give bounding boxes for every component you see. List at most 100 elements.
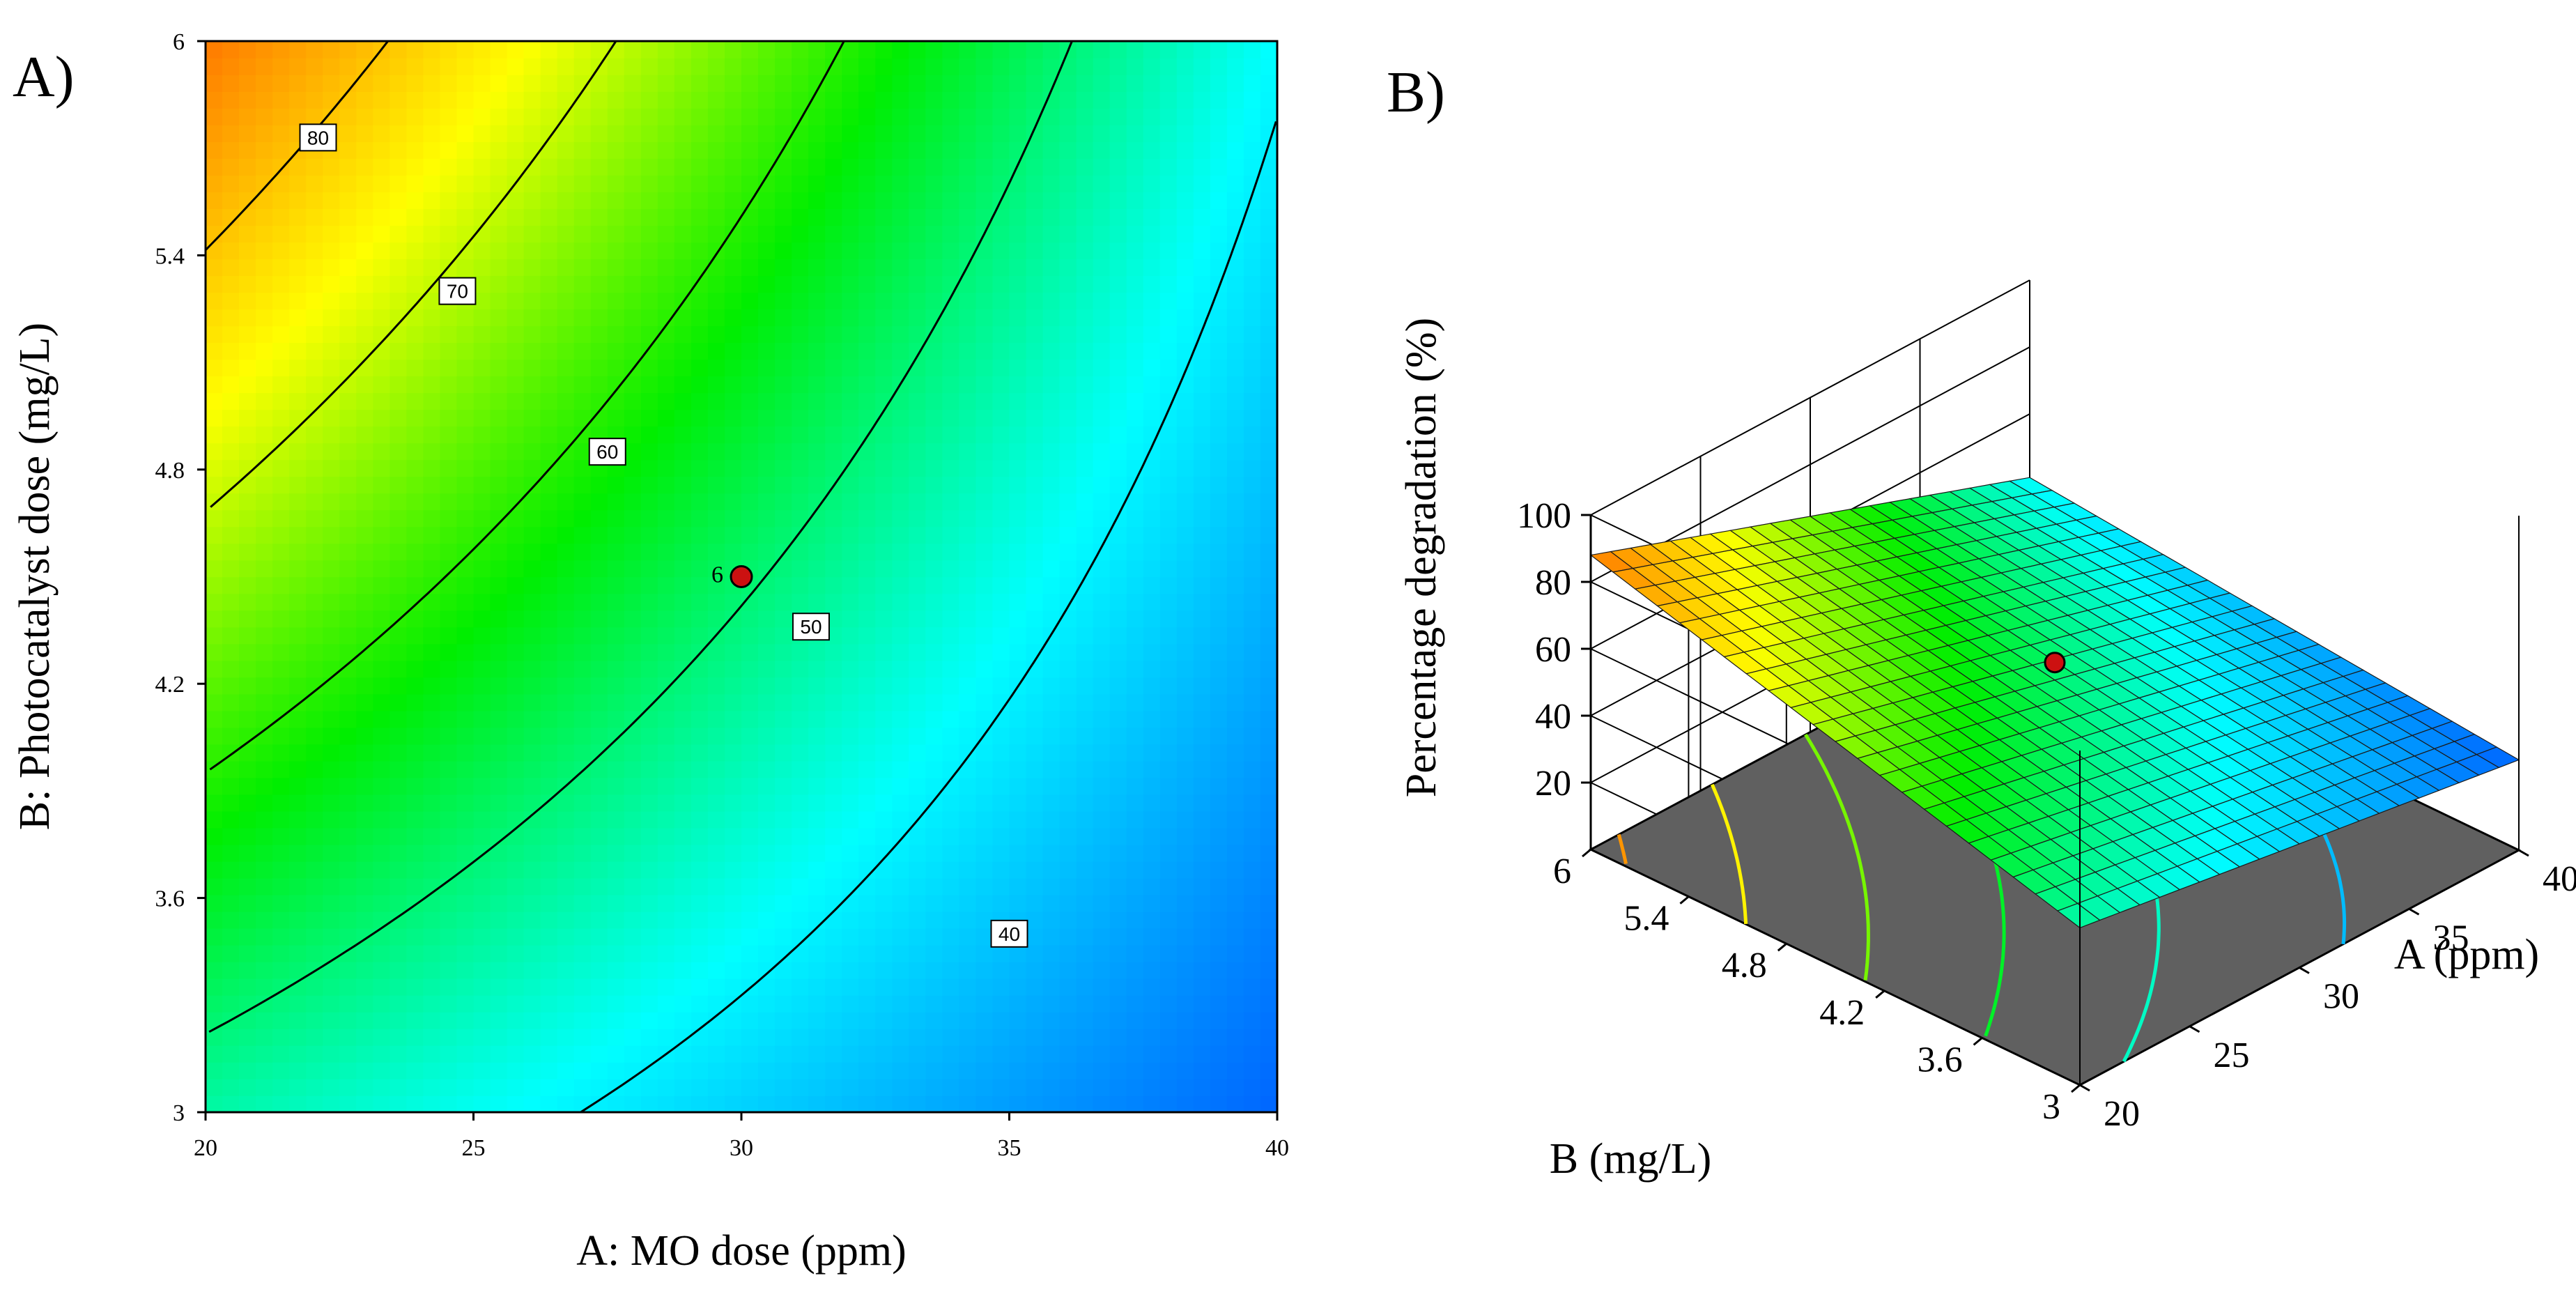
heatmap-cell	[507, 1011, 525, 1029]
heatmap-cell	[272, 325, 290, 344]
heatmap-cell	[239, 861, 256, 879]
heatmap-cell	[222, 359, 240, 377]
heatmap-cell	[573, 476, 592, 494]
heatmap-cell	[423, 175, 441, 192]
heatmap-cell	[1026, 610, 1044, 628]
heatmap-cell	[272, 208, 290, 226]
heatmap-cell	[390, 660, 408, 678]
heatmap-cell	[222, 225, 240, 243]
heatmap-cell	[339, 459, 357, 477]
heatmap-cell	[473, 509, 491, 528]
heatmap-cell	[473, 108, 491, 125]
heatmap-cell	[440, 91, 458, 109]
heatmap-cell	[239, 961, 256, 979]
heatmap-cell	[1093, 610, 1111, 628]
heatmap-cell	[875, 342, 893, 360]
heatmap-cell	[440, 208, 458, 226]
heatmap-cell	[423, 476, 441, 494]
heatmap-cell	[390, 325, 408, 344]
heatmap-cell	[523, 593, 541, 611]
heatmap-cell	[674, 141, 692, 159]
heatmap-cell	[373, 994, 391, 1013]
heatmap-cell	[406, 911, 424, 929]
heatmap-cell	[557, 994, 575, 1013]
heatmap-cell	[423, 1011, 441, 1029]
heatmap-cell	[1159, 693, 1178, 712]
heatmap-cell	[356, 827, 374, 845]
heatmap-cell	[657, 392, 675, 410]
heatmap-cell	[959, 610, 977, 628]
heatmap-cell	[741, 1045, 759, 1063]
heatmap-cell	[875, 1078, 893, 1096]
heatmap-cell	[490, 359, 508, 377]
heatmap-cell	[792, 760, 809, 778]
heatmap-cell	[573, 125, 592, 142]
heatmap-cell	[507, 342, 525, 360]
heatmap-cell	[306, 543, 324, 561]
heatmap-cell	[624, 108, 642, 125]
heatmap-cell	[1260, 1078, 1278, 1096]
heatmap-cell	[573, 543, 592, 561]
heatmap-cell	[959, 944, 977, 962]
heatmap-cell	[590, 158, 608, 176]
heatmap-cell	[707, 794, 725, 812]
heatmap-cell	[256, 894, 273, 912]
heatmap-cell	[1076, 1078, 1094, 1096]
heatmap-cell	[992, 1061, 1010, 1079]
heatmap-cell	[1243, 1061, 1261, 1079]
heatmap-cell	[657, 777, 675, 795]
heatmap-cell	[775, 1061, 792, 1079]
heatmap-cell	[523, 610, 541, 628]
heatmap-cell	[1260, 677, 1278, 695]
heatmap-cell	[1243, 760, 1261, 778]
heatmap-cell	[206, 944, 223, 962]
heatmap-cell	[339, 760, 357, 778]
heatmap-cell	[741, 325, 759, 344]
heatmap-cell	[741, 693, 759, 712]
heatmap-cell	[239, 342, 256, 360]
heatmap-cell	[1193, 861, 1211, 879]
heatmap-cell	[507, 844, 525, 862]
heatmap-cell	[256, 827, 273, 845]
heatmap-cell	[775, 844, 792, 862]
heatmap-cell	[640, 727, 658, 745]
heatmap-cell	[406, 108, 424, 125]
heatmap-cell	[607, 744, 625, 762]
heatmap-cell	[456, 660, 475, 678]
heatmap-cell	[992, 91, 1010, 109]
heatmap-cell	[892, 944, 910, 962]
heatmap-cell	[573, 944, 592, 962]
z-tick-label: 20	[1535, 764, 1571, 803]
heatmap-cell	[1042, 493, 1061, 511]
heatmap-cell	[540, 844, 558, 862]
heatmap-cell	[272, 744, 290, 762]
heatmap-cell	[507, 827, 525, 845]
heatmap-cell	[1093, 58, 1111, 75]
heatmap-cell	[573, 158, 592, 176]
heatmap-cell	[1260, 827, 1278, 845]
heatmap-cell	[590, 610, 608, 628]
heatmap-cell	[657, 493, 675, 511]
heatmap-cell	[456, 309, 475, 327]
heatmap-cell	[842, 225, 860, 243]
heatmap-cell	[1159, 259, 1178, 277]
heatmap-cell	[607, 242, 625, 260]
heatmap-cell	[256, 125, 273, 142]
heatmap-cell	[959, 476, 977, 494]
heatmap-cell	[1193, 576, 1211, 594]
heatmap-cell	[507, 944, 525, 962]
heatmap-cell	[1126, 543, 1144, 561]
heatmap-cell	[1093, 409, 1111, 427]
heatmap-cell	[1009, 626, 1027, 645]
heatmap-cell	[557, 242, 575, 260]
heatmap-cell	[1260, 376, 1278, 394]
heatmap-cell	[507, 242, 525, 260]
heatmap-cell	[1159, 208, 1178, 226]
heatmap-cell	[607, 342, 625, 360]
heatmap-cell	[624, 275, 642, 293]
heatmap-cell	[272, 41, 290, 59]
heatmap-cell	[858, 493, 877, 511]
heatmap-cell	[858, 660, 877, 678]
heatmap-cell	[356, 1028, 374, 1046]
